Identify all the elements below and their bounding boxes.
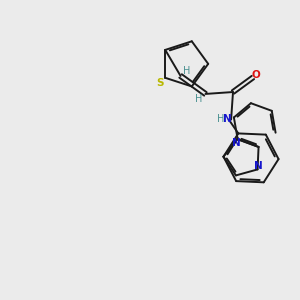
Text: N: N bbox=[232, 138, 241, 148]
Text: H: H bbox=[183, 66, 191, 76]
Text: H: H bbox=[195, 94, 203, 104]
Text: N: N bbox=[254, 161, 263, 171]
Text: H: H bbox=[217, 114, 224, 124]
Text: N: N bbox=[223, 114, 232, 124]
Text: S: S bbox=[156, 78, 164, 88]
Text: O: O bbox=[251, 70, 260, 80]
